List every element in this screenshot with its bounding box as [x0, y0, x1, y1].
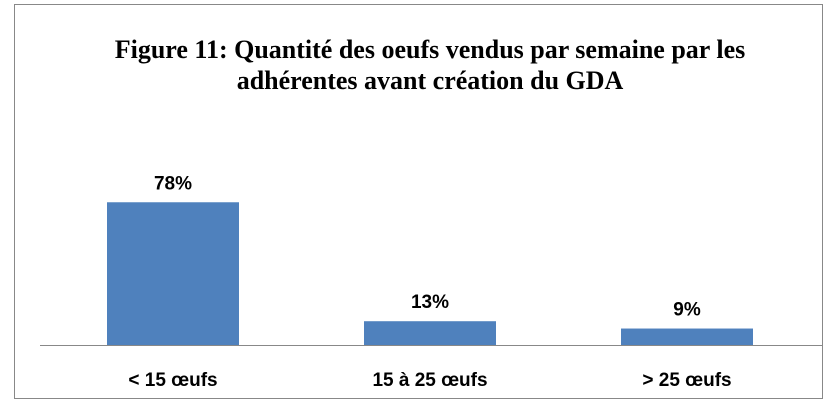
bar — [364, 321, 496, 345]
value-label: 9% — [673, 300, 701, 321]
x-tick-label: 15 à 25 œufs — [372, 370, 487, 391]
value-label: 13% — [411, 292, 449, 313]
x-tick-label: < 15 œufs — [128, 370, 217, 391]
value-label: 78% — [154, 173, 192, 194]
chart-title: Figure 11: Quantité des oeufs vendus par… — [114, 35, 746, 95]
chart-border — [14, 4, 823, 399]
bar — [107, 202, 239, 345]
x-tick-label: > 25 œufs — [642, 370, 731, 391]
bar — [621, 328, 753, 345]
